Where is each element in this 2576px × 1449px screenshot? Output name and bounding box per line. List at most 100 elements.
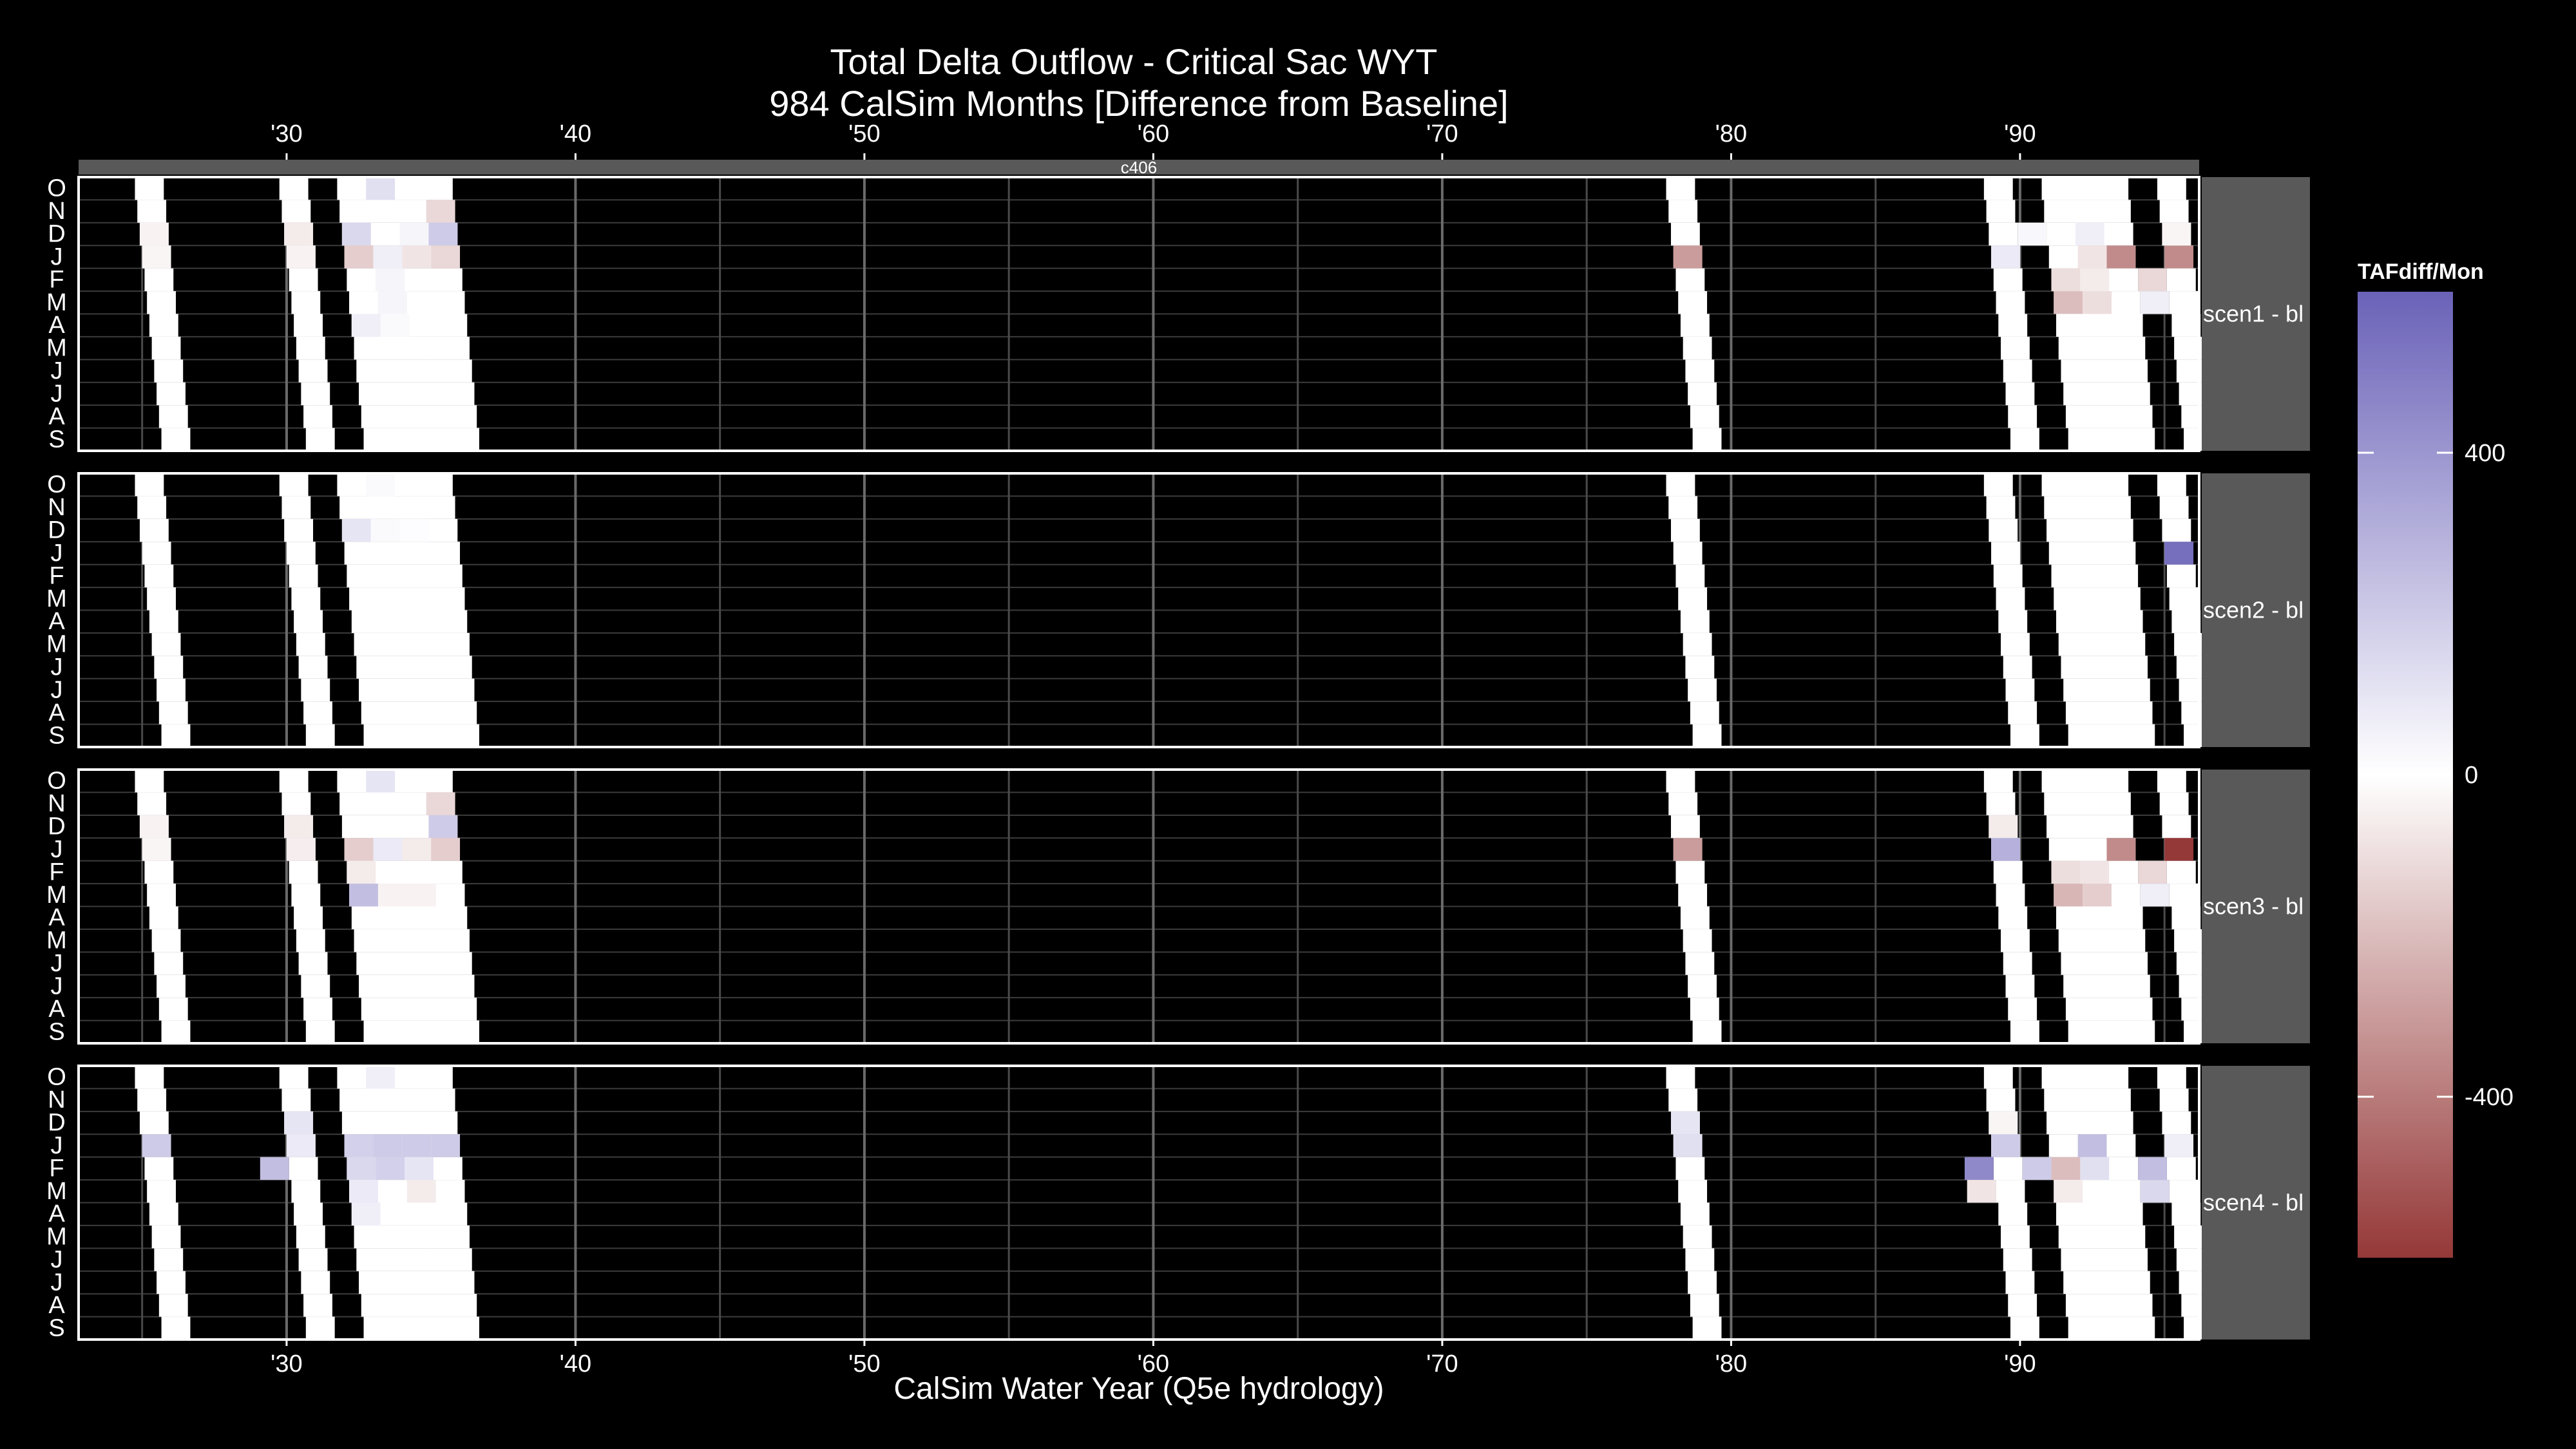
- critical-year-cell: [2171, 1202, 2201, 1226]
- heatmap-cell: [1964, 1157, 1994, 1180]
- critical-year-cell: [281, 792, 311, 815]
- top-tick-label: '60: [1138, 120, 1170, 147]
- critical-year-cell: [139, 518, 169, 542]
- facet-label: scen4 - bl: [2203, 1189, 2304, 1216]
- critical-year-cell: [2063, 1271, 2150, 1294]
- heatmap-cell: [431, 245, 461, 269]
- heatmap-cell: [1991, 245, 2020, 269]
- critical-year-cell: [359, 382, 475, 406]
- critical-year-cell: [2054, 587, 2141, 611]
- heatmap-cell: [373, 245, 403, 269]
- critical-year-cell: [339, 496, 455, 519]
- heatmap-cell: [2083, 291, 2112, 314]
- critical-year-cell: [144, 1157, 174, 1180]
- heatmap-cell: [377, 291, 407, 314]
- critical-year-cell: [2048, 542, 2136, 565]
- critical-year-cell: [1989, 518, 2018, 542]
- heatmap-cell: [1673, 838, 1703, 861]
- critical-year-cell: [2065, 1294, 2153, 1317]
- critical-year-cell: [359, 1271, 475, 1294]
- heatmap-cell: [373, 1134, 403, 1157]
- facet-strip-right: [2202, 1066, 2310, 1340]
- critical-year-cell: [161, 1020, 191, 1043]
- critical-year-cell: [2044, 200, 2131, 223]
- month-label: J: [51, 676, 63, 703]
- critical-year-cell: [303, 998, 332, 1021]
- heatmap-cell: [2162, 222, 2191, 246]
- critical-year-cell: [291, 587, 321, 611]
- critical-year-cell: [2058, 336, 2146, 360]
- critical-year-cell: [1670, 518, 1700, 542]
- critical-year-cell: [1678, 587, 1708, 611]
- month-label: F: [49, 266, 64, 293]
- critical-year-cell: [144, 268, 174, 292]
- heatmap-cell: [142, 245, 171, 269]
- critical-year-cell: [1675, 564, 1705, 588]
- critical-year-cell: [2001, 632, 2030, 656]
- month-label: J: [51, 357, 63, 384]
- critical-year-cell: [1998, 1202, 2028, 1226]
- critical-year-cell: [158, 701, 188, 724]
- heatmap-cell: [286, 245, 316, 269]
- critical-year-cell: [298, 359, 328, 383]
- heatmap-cell: [139, 815, 169, 838]
- heatmap-cell: [349, 884, 378, 907]
- critical-year-cell: [161, 1316, 191, 1340]
- legend-tick-label: 400: [2465, 440, 2505, 467]
- critical-year-cell: [157, 678, 186, 702]
- critical-year-cell: [2041, 1066, 2129, 1089]
- heatmap-cell: [2106, 245, 2136, 269]
- heatmap-cell: [2054, 291, 2083, 314]
- critical-year-cell: [2003, 952, 2032, 975]
- critical-year-cell: [1668, 792, 1698, 815]
- critical-year-cell: [1678, 884, 1708, 907]
- critical-year-cell: [1680, 610, 1710, 633]
- critical-year-cell: [1993, 860, 2023, 884]
- month-label: N: [48, 494, 65, 521]
- heatmap-cell: [344, 245, 374, 269]
- month-label: O: [47, 471, 66, 498]
- critical-year-cell: [1690, 998, 1719, 1021]
- critical-year-cell: [294, 314, 323, 337]
- critical-year-cell: [1998, 610, 2028, 633]
- critical-year-cell: [151, 336, 181, 360]
- critical-year-cell: [2068, 1316, 2155, 1340]
- month-label: A: [48, 904, 65, 931]
- heatmap-cell: [376, 1157, 405, 1180]
- month-label: J: [51, 654, 63, 681]
- heatmap-cell: [286, 838, 316, 861]
- critical-year-cell: [135, 177, 164, 200]
- month-label: M: [46, 585, 67, 612]
- x-axis-label: CalSim Water Year (Q5e hydrology): [893, 1372, 1384, 1406]
- month-label: D: [48, 221, 65, 248]
- critical-year-cell: [2171, 610, 2201, 633]
- critical-year-cell: [281, 496, 311, 519]
- critical-year-cell: [1692, 1316, 1722, 1340]
- critical-year-cell: [1991, 542, 2020, 565]
- heatmap-cell: [2054, 1180, 2083, 1203]
- critical-year-cell: [1666, 770, 1695, 793]
- heatmap-cell: [426, 792, 455, 815]
- critical-year-cell: [294, 610, 323, 633]
- heatmap-cell: [366, 177, 396, 200]
- heatmap-cell: [428, 815, 458, 838]
- critical-year-cell: [2008, 1294, 2037, 1317]
- heatmap-cell: [349, 291, 378, 314]
- critical-year-cell: [2063, 678, 2150, 702]
- month-label: A: [48, 1292, 65, 1319]
- month-label: M: [46, 335, 67, 362]
- critical-year-cell: [294, 906, 323, 929]
- critical-year-cell: [303, 701, 332, 724]
- top-tick-label: '70: [1426, 120, 1458, 147]
- critical-year-cell: [2061, 656, 2148, 679]
- critical-year-cell: [2046, 815, 2133, 838]
- heatmap-cell: [2164, 1134, 2194, 1157]
- month-label: D: [48, 1110, 65, 1137]
- critical-year-cell: [2171, 314, 2201, 337]
- month-label: O: [47, 768, 66, 795]
- heatmap-cell: [2106, 838, 2136, 861]
- critical-year-cell: [1993, 564, 2023, 588]
- heatmap-cell: [380, 314, 410, 337]
- critical-year-cell: [2176, 656, 2206, 679]
